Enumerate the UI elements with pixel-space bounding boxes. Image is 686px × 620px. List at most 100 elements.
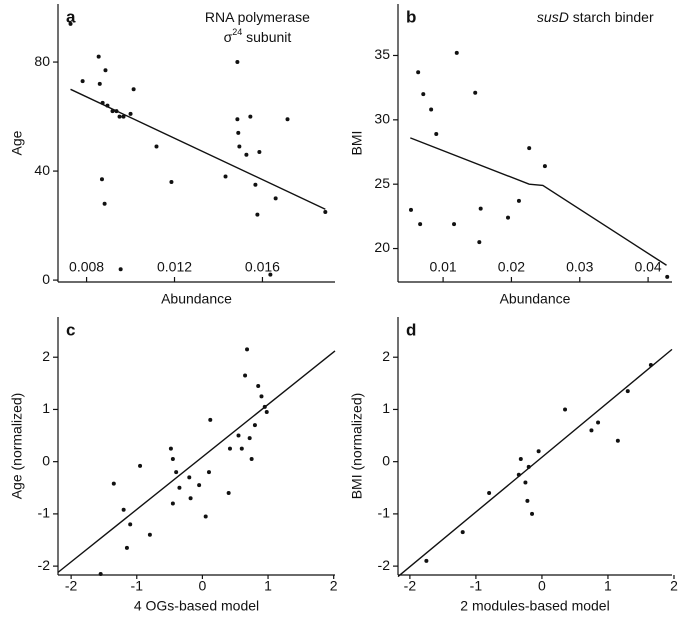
- y-tick-label: -2: [38, 557, 51, 573]
- point: [138, 463, 143, 468]
- point: [239, 446, 244, 451]
- point: [208, 417, 213, 422]
- x-tick-label: -1: [131, 578, 144, 594]
- x-tick-label: 0.03: [566, 259, 593, 275]
- point: [235, 117, 240, 122]
- y-tick-label: 2: [42, 348, 50, 364]
- point: [170, 501, 175, 506]
- point: [487, 491, 492, 496]
- point: [477, 240, 482, 245]
- annotation: σ24 subunit: [224, 27, 292, 44]
- point: [110, 109, 115, 114]
- x-tick-label: -2: [404, 578, 417, 594]
- point: [255, 212, 260, 217]
- y-tick-label: 0: [42, 452, 50, 468]
- x-tick-label: 0: [199, 578, 207, 594]
- point: [236, 433, 241, 438]
- point: [223, 174, 228, 179]
- point: [249, 457, 254, 462]
- point: [237, 144, 242, 149]
- annotation: RNA polymerase: [205, 9, 310, 25]
- point: [68, 21, 73, 26]
- x-tick-label: 1: [604, 578, 612, 594]
- point: [525, 498, 530, 503]
- point: [506, 215, 511, 220]
- point: [530, 511, 535, 516]
- annotation-part: RNA polymerase: [205, 9, 310, 25]
- x-tick-label: 2: [670, 578, 678, 594]
- y-axis-title: Age (normalized): [9, 393, 25, 500]
- annotation-part: starch binder: [569, 9, 654, 25]
- point: [105, 103, 110, 108]
- point: [421, 92, 426, 97]
- point: [236, 130, 241, 135]
- point: [96, 54, 101, 59]
- point: [80, 79, 85, 84]
- x-tick-label: 0.02: [498, 259, 525, 275]
- point: [527, 146, 532, 151]
- y-tick-label: 20: [374, 239, 390, 255]
- point: [118, 267, 123, 272]
- y-tick-label: 1: [382, 400, 390, 416]
- point: [408, 207, 413, 212]
- point: [170, 457, 175, 462]
- x-tick-label: 1: [264, 578, 272, 594]
- point: [203, 514, 208, 519]
- y-tick-label: -1: [38, 505, 51, 521]
- point: [424, 558, 429, 563]
- point: [169, 179, 174, 184]
- annotation-part: 24: [232, 27, 242, 37]
- point: [235, 60, 240, 65]
- point: [526, 464, 531, 469]
- y-tick-label: -2: [378, 557, 391, 573]
- x-tick-label: 0.01: [429, 259, 456, 275]
- point: [131, 87, 136, 92]
- x-axis-title: 4 OGs-based model: [134, 598, 259, 614]
- point: [256, 383, 261, 388]
- point: [187, 475, 192, 480]
- point: [434, 131, 439, 136]
- point: [98, 571, 103, 576]
- y-tick-label: 25: [374, 175, 390, 191]
- point: [147, 532, 152, 537]
- point: [154, 144, 159, 149]
- point: [245, 347, 250, 352]
- point: [273, 196, 278, 201]
- x-axis-title: 2 modules-based model: [460, 598, 609, 614]
- point: [102, 201, 107, 206]
- point: [536, 449, 541, 454]
- point: [259, 394, 264, 399]
- point: [452, 222, 457, 227]
- point: [516, 198, 521, 203]
- point: [596, 420, 601, 425]
- x-tick-label: -2: [65, 578, 78, 594]
- point: [323, 209, 328, 214]
- point: [253, 182, 258, 187]
- fit-line: [70, 88, 326, 210]
- point: [429, 107, 434, 112]
- panel-label: a: [66, 7, 76, 26]
- annotation-part: subunit: [242, 29, 291, 45]
- x-tick-label: 0: [538, 578, 546, 594]
- y-tick-label: 1: [42, 400, 50, 416]
- point: [460, 530, 465, 535]
- point: [227, 446, 232, 451]
- point: [247, 436, 252, 441]
- y-tick-label: 30: [374, 111, 390, 127]
- point: [523, 480, 528, 485]
- x-axis-title: Abundance: [161, 291, 232, 307]
- fit-line: [57, 350, 336, 573]
- point: [244, 152, 249, 157]
- point: [264, 410, 269, 415]
- x-tick-label: 0.008: [69, 259, 104, 275]
- point: [243, 373, 248, 378]
- x-tick-label: -1: [470, 578, 483, 594]
- point: [97, 81, 102, 86]
- point: [114, 109, 119, 114]
- point: [665, 274, 670, 279]
- point: [516, 472, 521, 477]
- point: [418, 222, 423, 227]
- y-tick-label: 0: [42, 271, 50, 287]
- annotation-part: susD: [537, 9, 569, 25]
